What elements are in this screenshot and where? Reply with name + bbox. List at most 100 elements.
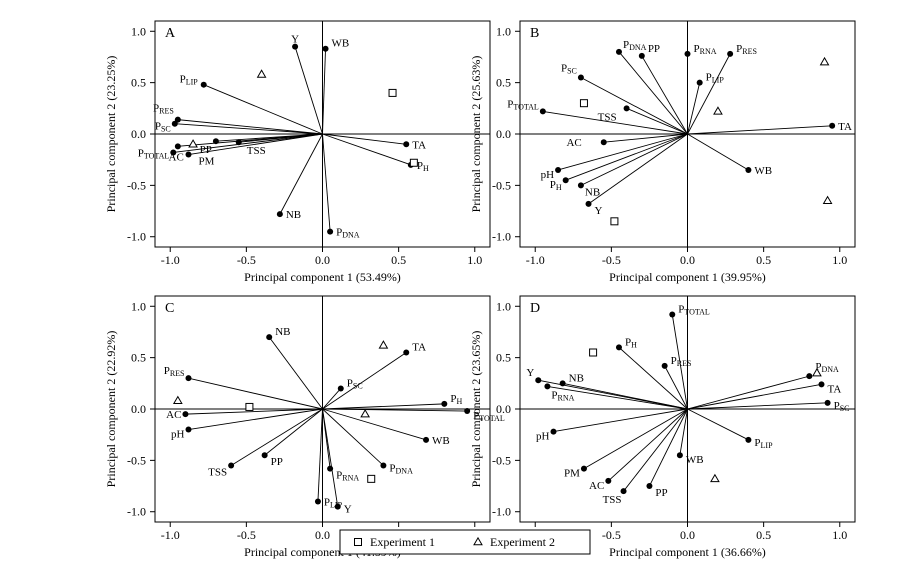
experiment-marker [821,58,829,65]
xtick-label: -1.0 [161,253,180,267]
loading-vector [323,409,338,507]
loading-point [555,167,561,173]
xlabel: Principal component 1 (39.95%) [609,270,766,284]
experiment-marker [611,218,618,225]
loading-label: AC [166,409,181,421]
loading-point [806,373,812,379]
experiment-marker [824,197,832,204]
panel-letter: A [165,26,176,41]
loading-vector [688,126,833,134]
panel-D: -1.0-1.0-0.5-0.50.00.00.50.51.01.0Princi… [469,296,855,559]
xtick-label: 0.0 [315,253,330,267]
loading-label: PH [625,336,637,349]
ytick-label: -1.0 [127,230,146,244]
loading-point [175,143,181,149]
loading-point [616,49,622,55]
loading-label: Y [344,504,352,516]
legend-label: Experiment 2 [490,535,555,549]
loading-label: PRNA [694,43,717,56]
xtick-label: -0.5 [237,253,256,267]
experiment-marker [711,475,719,482]
loading-point [441,401,447,407]
panel-C: -1.0-1.0-0.5-0.50.00.00.50.51.01.0Princi… [104,296,505,559]
ytick-label: 0.0 [131,402,146,416]
loading-vector [688,384,822,409]
experiment-marker [590,349,597,356]
loading-label: PDNA [336,227,360,240]
loading-vector [323,409,384,466]
loading-label: PDNA [389,463,413,476]
ytick-label: 0.0 [496,127,511,141]
loading-point [578,75,584,81]
loading-vector [323,134,407,144]
xtick-label: -0.5 [602,253,621,267]
xtick-label: -0.5 [602,528,621,542]
loading-label: TA [828,383,842,395]
loading-point [315,498,321,504]
loading-label: NB [569,372,584,384]
loading-point [172,121,178,127]
loading-point [662,363,668,369]
ytick-label: 0.0 [496,402,511,416]
loading-point [277,211,283,217]
loading-label: PM [199,156,215,168]
loading-point [745,167,751,173]
loading-vector [323,409,427,440]
xtick-label: 1.0 [832,253,847,267]
loading-vector [280,134,323,214]
loading-vector [178,120,323,134]
loading-label: AC [566,137,581,149]
loading-point [646,483,652,489]
loading-label: WB [432,435,450,447]
loading-point [201,82,207,88]
loading-vector [688,83,700,134]
experiment-marker [580,100,587,107]
loading-vector [189,409,323,430]
panel-letter: B [530,26,539,41]
loading-point [819,381,825,387]
loading-vector [323,404,445,409]
ytick-label: 0.0 [131,127,146,141]
loading-vector [295,47,322,134]
loading-label: PP [271,456,283,468]
experiment-marker [714,107,722,114]
loading-point [540,108,546,114]
loading-label: WB [754,165,772,177]
loading-point [685,51,691,57]
loading-label: TA [838,121,852,133]
xtick-label: 0.0 [680,528,695,542]
loading-point [403,350,409,356]
panel-letter: D [530,301,540,316]
loading-point [228,463,234,469]
loading-label: PSC [834,400,850,413]
loading-label: PLIP [706,72,725,85]
ytick-label: -0.5 [492,453,511,467]
loading-label: NB [585,186,600,198]
loading-label: PDNA [623,39,647,52]
loading-point [327,229,333,235]
loading-point [581,466,587,472]
ytick-label: -1.0 [492,230,511,244]
loading-point [335,504,341,510]
loading-point [535,377,541,383]
loading-label: PLIP [180,74,199,87]
loading-point [745,437,751,443]
ylabel: Principal component 2 (22.92%) [104,331,118,488]
panel-A: -1.0-1.0-0.5-0.50.00.00.50.51.01.0Princi… [104,21,490,284]
experiment-marker [389,89,396,96]
ylabel: Principal component 2 (25.63%) [469,56,483,213]
loading-label: PP [648,43,660,55]
loading-label: PRNA [551,389,574,402]
xtick-label: -1.0 [526,253,545,267]
loading-point [829,123,835,129]
biplot-svg: -1.0-1.0-0.5-0.50.00.00.50.51.01.0Princi… [0,0,900,567]
loading-label: TSS [603,494,622,506]
loading-label: pH [536,431,550,443]
ytick-label: -1.0 [492,505,511,519]
loading-vector [619,52,688,134]
legend-label: Experiment 1 [370,535,435,549]
loading-label: PRNA [336,470,359,483]
loading-label: PTOTAL [138,147,170,160]
loading-point [170,149,176,155]
xtick-label: 0.0 [680,253,695,267]
